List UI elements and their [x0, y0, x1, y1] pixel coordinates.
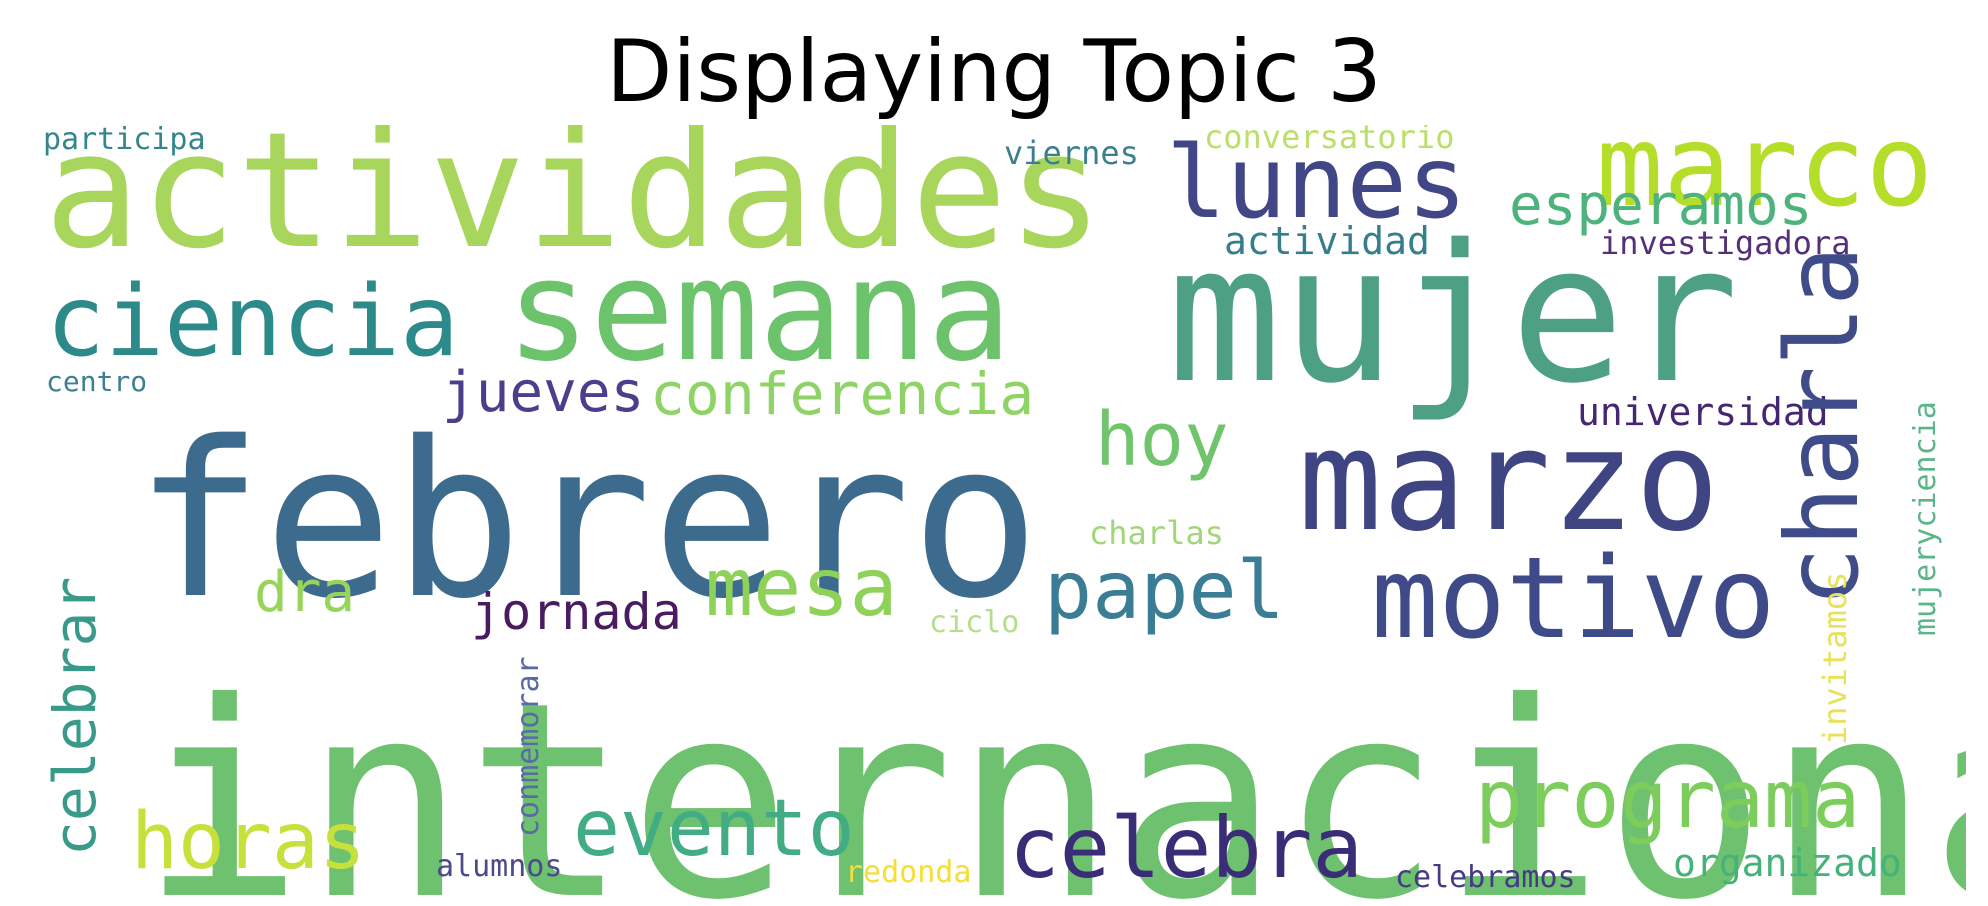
- word-charlas: charlas: [1089, 514, 1224, 552]
- word-invitamos: invitamos: [1816, 571, 1854, 745]
- word-celebra: celebra: [1009, 799, 1364, 897]
- word-papel: papel: [1044, 544, 1285, 637]
- word-semana: semana: [506, 230, 1012, 393]
- word-motivo: motivo: [1371, 534, 1776, 664]
- word-lunes: lunes: [1166, 125, 1468, 241]
- word-febrero: febrero: [134, 395, 1041, 646]
- word-marco: marco: [1596, 125, 1934, 232]
- word-investigadora: investigadora: [1600, 224, 1851, 262]
- word-ciencia: ciencia: [46, 265, 460, 379]
- word-celebramos: celebramos: [1395, 860, 1576, 895]
- word-esperamos: esperamos: [1509, 173, 1813, 238]
- word-alumnos: alumnos: [436, 849, 563, 884]
- word-celebrar: celebrar: [41, 576, 109, 856]
- word-actividades: actividades: [44, 125, 1104, 284]
- word-participa: participa: [43, 125, 206, 157]
- word-organizado: organizado: [1673, 841, 1902, 885]
- word-cloud: internacional febrero mujer actividades …: [36, 125, 1966, 901]
- word-marzo: marzo: [1298, 400, 1720, 563]
- word-universidad: universidad: [1577, 390, 1829, 434]
- word-evento: evento: [573, 784, 855, 874]
- word-viernes: viernes: [1004, 134, 1139, 172]
- word-centro: centro: [46, 365, 148, 398]
- word-ciclo: ciclo: [929, 605, 1020, 640]
- word-horas: horas: [131, 797, 366, 887]
- word-programa: programa: [1475, 753, 1861, 846]
- word-hoy: hoy: [1095, 397, 1229, 483]
- word-charla: charla: [1764, 245, 1881, 607]
- word-jueves: jueves: [442, 360, 645, 425]
- word-conversatorio: conversatorio: [1204, 125, 1455, 156]
- word-mujeryciencia: mujeryciencia: [1908, 401, 1943, 636]
- word-redonda: redonda: [845, 855, 972, 890]
- word-jornada: jornada: [471, 583, 682, 641]
- chart-title: Displaying Topic 3: [606, 22, 1382, 122]
- word-mesa: mesa: [705, 541, 898, 634]
- word-mujer: mujer: [1167, 204, 1739, 425]
- word-conferencia: conferencia: [650, 360, 1035, 428]
- word-internacional: internacional: [141, 644, 1966, 902]
- word-actividad: actividad: [1224, 219, 1430, 263]
- word-conmemorar: conmemorar: [511, 656, 546, 837]
- word-dra: dra: [254, 560, 356, 625]
